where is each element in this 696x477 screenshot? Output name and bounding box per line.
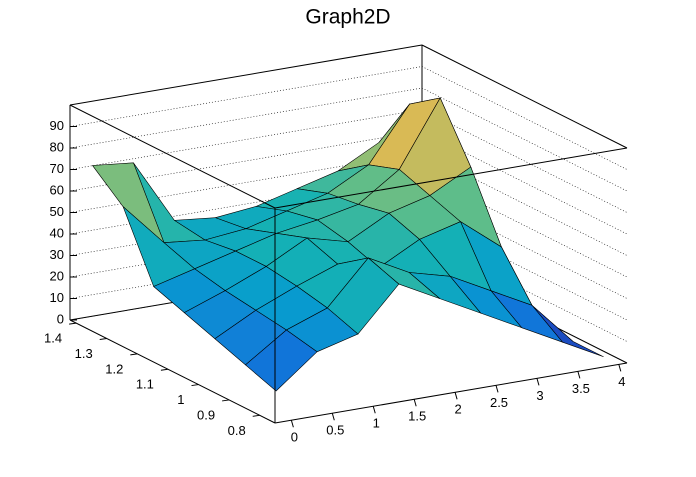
x-tick [536, 378, 540, 386]
x-tick [454, 392, 458, 400]
x-tick [495, 385, 499, 393]
z-tick-label: 50 [50, 204, 64, 219]
y-tick [252, 414, 260, 417]
z-tick-label: 0 [57, 311, 64, 326]
y-axis [69, 319, 276, 424]
x-tick-label: 1.5 [408, 409, 426, 424]
box-edge [69, 104, 276, 209]
x-tick-label: 3.5 [572, 381, 590, 396]
x-tick [577, 371, 581, 379]
x-tick-label: 2 [454, 402, 461, 417]
x-tick [413, 399, 417, 407]
x-axis [274, 362, 628, 424]
x-tick-label: 0.5 [326, 423, 344, 438]
y-tick-label: 1.4 [44, 331, 62, 346]
x-tick [331, 413, 335, 421]
y-tick-label: 1.1 [136, 377, 154, 392]
y-tick [130, 353, 138, 356]
y-tick [69, 322, 77, 325]
y-tick [99, 337, 107, 340]
surface-cell [245, 329, 318, 392]
x-tick [290, 420, 294, 428]
box-edge [274, 147, 628, 209]
z-tick-label: 40 [50, 225, 64, 240]
x-tick-label: 0 [291, 430, 298, 445]
y-tick-label: 0.9 [197, 407, 215, 422]
x-tick-label: 2.5 [490, 395, 508, 410]
y-tick-label: 0.8 [228, 423, 246, 438]
z-tick-label: 80 [50, 139, 64, 154]
y-tick [222, 399, 230, 402]
z-tick-label: 10 [50, 290, 64, 305]
x-tick [372, 406, 376, 414]
y-tick [160, 368, 168, 371]
chart-title: Graph2D [305, 6, 390, 29]
box-edge [69, 44, 423, 106]
grid-line [69, 66, 628, 170]
z-tick-label: 90 [50, 118, 64, 133]
grid-line [69, 87, 628, 192]
y-tick-label: 1.3 [75, 346, 93, 361]
box-edge [421, 44, 628, 149]
z-tick-label: 70 [50, 161, 64, 176]
z-tick-label: 20 [50, 268, 64, 283]
y-tick-label: 1.2 [105, 361, 123, 376]
x-tick-label: 1 [373, 416, 380, 431]
y-tick [191, 384, 199, 387]
x-tick-label: 4 [618, 374, 625, 389]
x-tick-label: 3 [536, 388, 543, 403]
z-tick-label: 30 [50, 247, 64, 262]
z-tick-label: 60 [50, 182, 64, 197]
y-tick-label: 1 [177, 392, 184, 407]
x-tick [618, 364, 622, 372]
